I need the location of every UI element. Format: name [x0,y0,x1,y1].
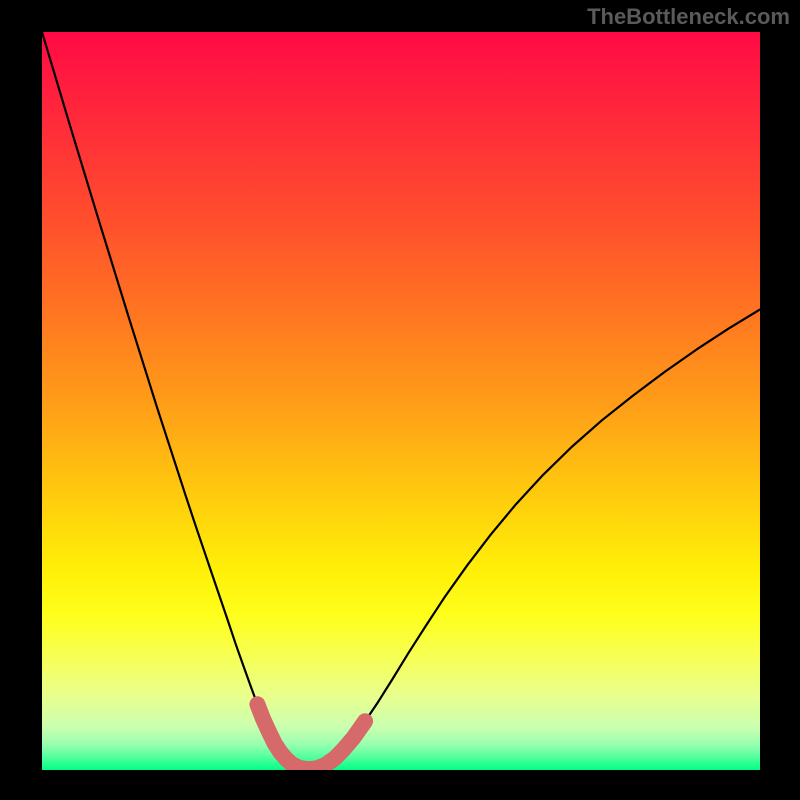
chart-svg [42,32,760,770]
plot-background [42,32,760,770]
chart-container: TheBottleneck.com [0,0,800,800]
watermark-text: TheBottleneck.com [587,4,790,30]
plot-area [42,32,760,770]
